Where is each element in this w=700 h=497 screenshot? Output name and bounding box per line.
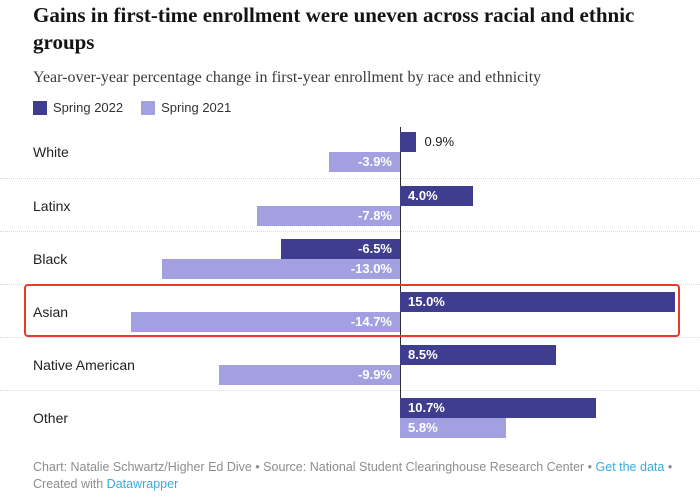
legend-swatch-spring-2022-icon [33, 100, 47, 115]
bar-spring-2022 [400, 186, 474, 206]
value-label-spring-2021: 5.8% [408, 420, 438, 435]
bar-spring-2021 [400, 418, 507, 438]
bar-spring-2021 [162, 259, 400, 279]
bar-spring-2022 [400, 292, 675, 312]
category-label: Asian [33, 304, 69, 320]
chart-subtitle: Year-over-year percentage change in firs… [33, 69, 542, 86]
footer-trailing-bullet: • [667, 460, 673, 474]
value-label-spring-2022: 0.9% [424, 134, 455, 149]
chart-row-white: White 0.9% -3.9% [0, 125, 700, 178]
footer-line-2: Created with Datawrapper [33, 476, 683, 493]
value-label-spring-2022: 15.0% [408, 294, 445, 309]
chart: White 0.9% -3.9% Latinx 4.0% -7.8% Black -6.5% -… [0, 125, 700, 445]
zero-axis-line [400, 127, 401, 437]
bar-spring-2021 [328, 152, 400, 172]
value-label-spring-2022: 8.5% [408, 347, 438, 362]
chart-rows: White 0.9% -3.9% Latinx 4.0% -7.8% Black -6.5% -… [0, 125, 700, 443]
value-label-spring-2021: -13.0% [350, 261, 392, 276]
get-the-data-link[interactable]: Get the data [595, 460, 665, 474]
footer: Chart: Natalie Schwartz/Higher Ed Dive •… [33, 459, 683, 493]
value-label-spring-2021: -9.9% [358, 367, 392, 382]
value-label-spring-2022: 4.0% [408, 188, 438, 203]
chart-row-latinx: Latinx 4.0% -7.8% [0, 178, 700, 231]
datawrapper-link[interactable]: Datawrapper [106, 477, 179, 491]
chart-row-black: Black -6.5% -13.0% [0, 231, 700, 284]
bar-spring-2021 [130, 312, 400, 332]
bar-spring-2022 [400, 345, 556, 365]
bar-spring-2022 [281, 239, 400, 259]
legend-swatch-spring-2021-icon [141, 100, 156, 115]
category-label: Black [33, 251, 68, 267]
legend-label-spring-2021: Spring 2021 [161, 100, 232, 115]
value-label-spring-2021: -14.7% [350, 314, 392, 329]
category-label: Native American [33, 357, 135, 373]
highlight-box [24, 284, 680, 337]
chart-header: Gains in first-time enrollment were unev… [33, 2, 678, 87]
bar-spring-2022 [400, 398, 596, 418]
footer-credit-source: Chart: Natalie Schwartz/Higher Ed Dive •… [33, 460, 593, 474]
legend: Spring 2022 Spring 2021 [33, 100, 231, 115]
value-label-spring-2021: -7.8% [358, 208, 392, 223]
bar-spring-2022 [400, 132, 417, 152]
footer-created-with: Created with [33, 477, 104, 491]
category-label: White [33, 144, 69, 160]
value-label-spring-2021: -3.9% [358, 154, 392, 169]
footer-line-1: Chart: Natalie Schwartz/Higher Ed Dive •… [33, 459, 683, 476]
chart-title: Gains in first-time enrollment were unev… [33, 3, 635, 54]
bar-spring-2021 [257, 206, 400, 226]
bar-spring-2021 [218, 365, 400, 385]
chart-row-native-american: Native American 8.5% -9.9% [0, 337, 700, 390]
value-label-spring-2022: -6.5% [358, 241, 392, 256]
legend-item-spring-2022: Spring 2022 [33, 100, 123, 115]
value-label-spring-2022: 10.7% [408, 400, 445, 415]
category-label: Other [33, 410, 69, 426]
legend-item-spring-2021: Spring 2021 [141, 100, 231, 115]
category-label: Latinx [33, 198, 71, 214]
chart-row-other: Other 10.7% 5.8% [0, 390, 700, 443]
legend-label-spring-2022: Spring 2022 [53, 100, 124, 115]
